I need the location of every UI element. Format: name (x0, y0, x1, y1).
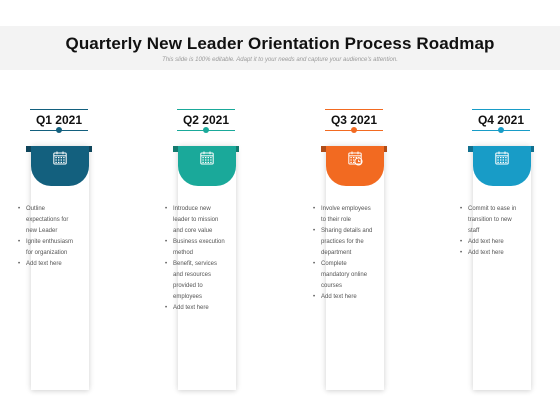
quarter-tab (326, 146, 384, 186)
quarter-column-4: Q4 2021 Commit to ease in transition to … (452, 108, 560, 408)
calendar-clock-icon (347, 150, 363, 166)
bullet-item: Outline expectations for new Leader (18, 204, 80, 237)
quarter-label: Q4 2021 (477, 113, 525, 127)
bullet-item: Add text here (460, 248, 522, 259)
bullet-item: Add text here (460, 237, 522, 248)
bullet-item: Complete mandatory online courses (313, 259, 375, 292)
calendar-icon (494, 150, 510, 166)
quarter-tab (31, 146, 89, 186)
quarter-label: Q2 2021 (182, 113, 230, 127)
bullet-item: Add text here (165, 303, 227, 314)
bullet-item: Sharing details and practices for the de… (313, 226, 375, 259)
bullet-item: Involve employees to their role (313, 204, 375, 226)
bullet-item: Introduce new leader to mission and core… (165, 204, 227, 237)
quarter-marker-dot (203, 127, 209, 133)
calendar-icon (199, 150, 215, 166)
quarter-tab (178, 146, 236, 186)
title-banner (0, 26, 560, 70)
bullet-item: Benefit, services and resources provided… (165, 259, 227, 303)
bullet-item: Add text here (18, 259, 80, 270)
bullet-item: Commit to ease in transition to new staf… (460, 204, 522, 237)
quarter-label: Q3 2021 (330, 113, 378, 127)
quarter-rule-top (30, 109, 88, 110)
quarter-column-1: Q1 2021 Outline expectations for new Lea… (10, 108, 120, 408)
quarter-rule-top (325, 109, 383, 110)
quarter-rule-top (177, 109, 235, 110)
quarter-rule-top (472, 109, 530, 110)
bullet-list: Involve employees to their roleSharing d… (313, 204, 375, 303)
quarter-tab (473, 146, 531, 186)
quarter-label: Q1 2021 (35, 113, 83, 127)
bullet-list: Commit to ease in transition to new staf… (460, 204, 522, 259)
calendar-icon (52, 150, 68, 166)
page-title: Quarterly New Leader Orientation Process… (65, 34, 495, 53)
quarter-marker-dot (498, 127, 504, 133)
bullet-list: Introduce new leader to mission and core… (165, 204, 227, 314)
bullet-item: Ignite enthusiasm for organization (18, 237, 80, 259)
quarter-marker-dot (56, 127, 62, 133)
quarter-card (473, 146, 531, 390)
bullet-list: Outline expectations for new LeaderIgnit… (18, 204, 80, 270)
quarter-column-3: Q3 2021 Involve employees to their roleS… (305, 108, 415, 408)
bullet-item: Business execution method (165, 237, 227, 259)
bullet-item: Add text here (313, 292, 375, 303)
page-subtitle: This slide is 100% editable. Adapt it to… (162, 57, 398, 63)
quarter-marker-dot (351, 127, 357, 133)
quarter-column-2: Q2 2021 Introduce new leader to mission … (157, 108, 267, 408)
